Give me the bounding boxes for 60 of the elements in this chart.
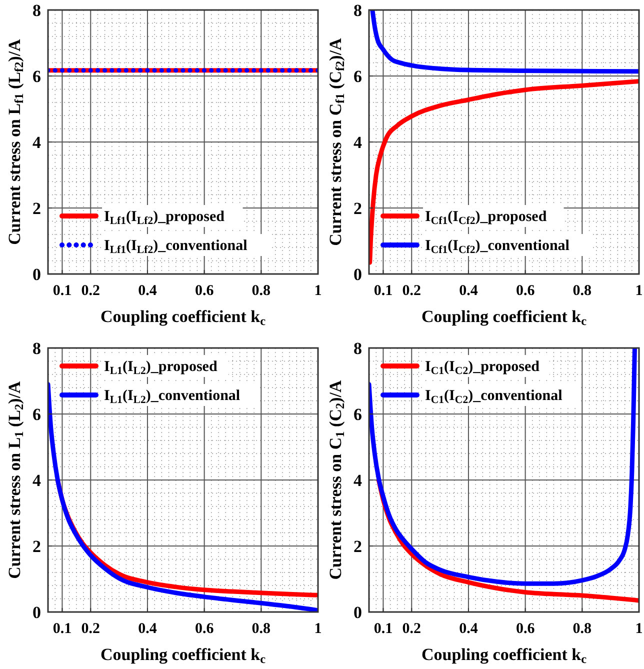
x-tick-label: 0.4 <box>138 283 158 299</box>
x-tick-label: 0.1 <box>374 621 393 637</box>
x-tick-label: 1 <box>635 621 643 637</box>
x-tick-label: 0.6 <box>194 283 214 299</box>
x-axis-title: Coupling coefficient k$_{c}$ <box>100 645 266 666</box>
y-tick-label: 8 <box>32 339 41 358</box>
x-tick-label: 0.8 <box>252 621 271 637</box>
x-tick-label: 0.2 <box>402 283 422 299</box>
line-series <box>369 348 637 586</box>
x-tick-label: 0.8 <box>572 283 592 299</box>
x-tick-label: 0.6 <box>516 621 536 637</box>
x-axis-title: Coupling coefficient k$_{c}$ <box>421 645 588 666</box>
y-tick-label: 4 <box>32 133 42 152</box>
legend-label: I$_{C1}$(I$_{C2}$)_proposed <box>425 359 540 377</box>
y-tick-label: 0 <box>32 265 41 284</box>
line-series <box>369 79 639 265</box>
y-tick-label: 0 <box>354 603 362 622</box>
x-tick-label: 0.8 <box>572 621 592 637</box>
line-series <box>48 382 318 612</box>
x-axis-title: Coupling coefficient k$_{c}$ <box>100 307 266 328</box>
legend-label: I$_{Lf1}$(I$_{Lf2}$)_conventional <box>104 238 248 256</box>
x-tick-label: 0.2 <box>81 283 100 299</box>
y-tick-label: 4 <box>354 471 362 490</box>
x-tick-label: 1 <box>314 621 322 637</box>
x-tick-label: 1 <box>635 283 643 299</box>
x-tick-label: 0.2 <box>81 621 100 637</box>
legend-label: I$_{L1}$(I$_{L2}$)_conventional <box>104 388 240 406</box>
y-tick-label: 4 <box>32 471 42 490</box>
x-tick-label: 0.6 <box>516 283 536 299</box>
y-tick-label: 2 <box>32 199 41 218</box>
legend-label: I$_{Lf1}$(I$_{Lf2}$)_proposed <box>104 209 226 227</box>
x-tick-label: 1 <box>314 283 322 299</box>
line-series <box>370 10 639 74</box>
y-tick-label: 6 <box>354 405 362 424</box>
legend-label: I$_{L1}$(I$_{L2}$)_proposed <box>104 359 218 377</box>
x-tick-label: 0.4 <box>459 621 478 637</box>
x-tick-label: 0.4 <box>459 283 478 299</box>
x-tick-label: 0.8 <box>252 283 271 299</box>
y-tick-label: 6 <box>32 67 41 86</box>
y-tick-label: 8 <box>354 339 362 358</box>
y-tick-label: 8 <box>32 1 41 20</box>
x-tick-label: 0.4 <box>138 621 158 637</box>
x-tick-label: 0.2 <box>402 621 422 637</box>
y-tick-label: 8 <box>354 1 362 20</box>
y-tick-label: 6 <box>32 405 41 424</box>
x-tick-label: 0.1 <box>374 283 393 299</box>
y-tick-label: 4 <box>354 133 362 152</box>
legend-label: I$_{Cf1}$(I$_{Cf2}$)_conventional <box>425 238 570 256</box>
x-tick-label: 0.1 <box>52 621 72 637</box>
legend-label: I$_{Cf1}$(I$_{Cf2}$)_proposed <box>425 209 548 227</box>
y-tick-label: 2 <box>32 537 41 556</box>
x-tick-label: 0.1 <box>52 283 72 299</box>
y-tick-label: 6 <box>354 67 362 86</box>
x-tick-label: 0.6 <box>194 621 214 637</box>
y-tick-label: 2 <box>354 199 362 218</box>
y-tick-label: 2 <box>354 537 362 556</box>
x-axis-title: Coupling coefficient k$_{c}$ <box>421 307 588 328</box>
legend-label: I$_{C1}$(I$_{C2}$)_conventional <box>425 388 562 406</box>
y-tick-label: 0 <box>354 265 362 284</box>
y-tick-label: 0 <box>32 603 41 622</box>
